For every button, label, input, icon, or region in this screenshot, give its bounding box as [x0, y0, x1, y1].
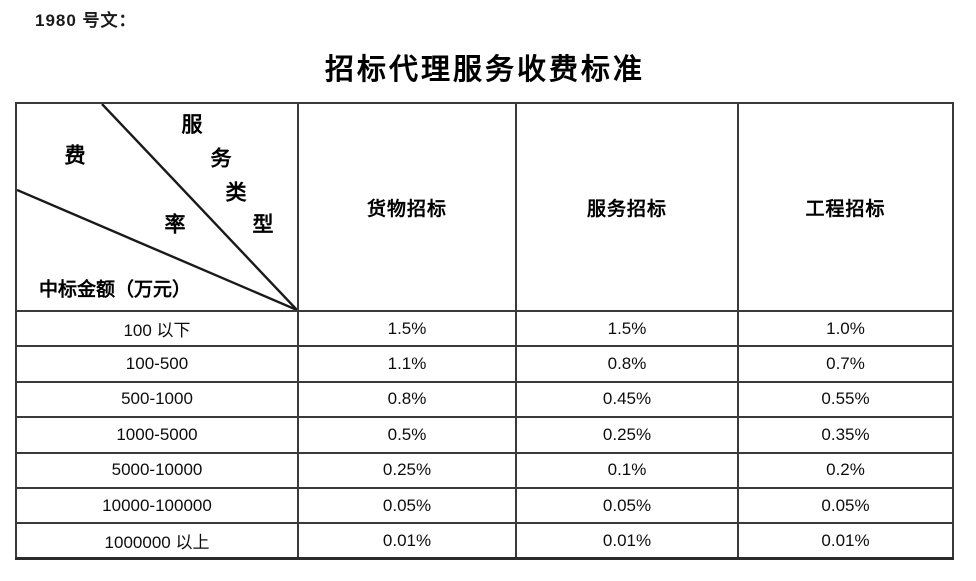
table-header-row: 服 务 类 型 费 率 中标金额（万元） 货物招标 服务招标 工程招标	[15, 102, 954, 312]
fee-rate-cell: 1.5%	[515, 309, 739, 348]
table-row: 500-1000 0.8% 0.45% 0.55%	[15, 380, 954, 419]
fee-rate-cell: 0.25%	[515, 416, 739, 454]
table-row: 10000-100000 0.05% 0.05% 0.05%	[15, 486, 954, 525]
fee-rate-cell: 0.7%	[737, 345, 954, 383]
fee-rate-cell: 0.8%	[297, 380, 517, 419]
diagonal-corner-inner: 服 务 类 型 费 率 中标金额（万元）	[17, 104, 297, 310]
table-row: 5000-10000 0.25% 0.1% 0.2%	[15, 451, 954, 489]
fee-rate-cell: 1.0%	[737, 309, 954, 348]
fee-rate-cell: 0.35%	[737, 416, 954, 454]
fee-rate-cell: 0.2%	[737, 451, 954, 489]
corner-amount-label: 中标金额（万元）	[39, 279, 192, 301]
table-row: 100 以下 1.5% 1.5% 1.0%	[15, 309, 954, 348]
fee-rate-cell: 0.05%	[515, 486, 739, 525]
amount-range-cell: 500-1000	[15, 380, 299, 419]
document-reference: 1980 号文：	[35, 11, 137, 30]
fee-rate-cell: 0.01%	[737, 522, 954, 560]
amount-range-cell: 10000-100000	[15, 486, 299, 525]
page-title: 招标代理服务收费标准	[324, 54, 645, 86]
corner-service-type-char-1: 服	[181, 112, 203, 137]
table-row: 1000000 以上 0.01% 0.01% 0.01%	[15, 522, 954, 560]
fee-standard-table: 服 务 类 型 费 率 中标金额（万元） 货物招标 服务招标 工程招标 100 …	[15, 102, 954, 561]
fee-rate-cell: 1.5%	[297, 309, 517, 348]
fee-rate-cell: 0.05%	[297, 486, 517, 525]
fee-rate-cell: 0.1%	[515, 451, 739, 489]
corner-service-type-char-4: 型	[252, 212, 274, 237]
corner-service-type-char-2: 务	[210, 146, 232, 171]
fee-rate-cell: 0.8%	[515, 345, 739, 383]
table-row: 100-500 1.1% 0.8% 0.7%	[15, 345, 954, 383]
amount-range-cell: 5000-10000	[15, 451, 299, 489]
table-body: 100 以下 1.5% 1.5% 1.0% 100-500 1.1% 0.8% 0.7% 500…	[15, 309, 954, 560]
fee-rate-cell: 1.1%	[297, 345, 517, 383]
fee-rate-cell: 0.25%	[297, 451, 517, 489]
fee-rate-cell: 0.01%	[297, 522, 517, 560]
fee-rate-cell: 0.05%	[737, 486, 954, 525]
fee-rate-cell: 0.5%	[297, 416, 517, 454]
corner-service-type-char-3: 类	[225, 180, 247, 205]
corner-rate-char: 率	[164, 212, 186, 237]
fee-rate-cell: 0.55%	[737, 380, 954, 419]
amount-range-cell: 100 以下	[15, 309, 299, 348]
table-row: 1000-5000 0.5% 0.25% 0.35%	[15, 416, 954, 454]
diagonal-divider-lines	[17, 104, 297, 310]
diagonal-corner-cell: 服 务 类 型 费 率 中标金额（万元）	[15, 102, 299, 312]
amount-range-cell: 1000000 以上	[15, 522, 299, 560]
column-header-engineering: 工程招标	[737, 102, 954, 312]
corner-fee-char: 费	[64, 143, 86, 168]
amount-range-cell: 100-500	[15, 345, 299, 383]
column-header-goods: 货物招标	[297, 102, 517, 312]
fee-rate-cell: 0.45%	[515, 380, 739, 419]
amount-range-cell: 1000-5000	[15, 416, 299, 454]
fee-rate-cell: 0.01%	[515, 522, 739, 560]
column-header-service: 服务招标	[515, 102, 739, 312]
